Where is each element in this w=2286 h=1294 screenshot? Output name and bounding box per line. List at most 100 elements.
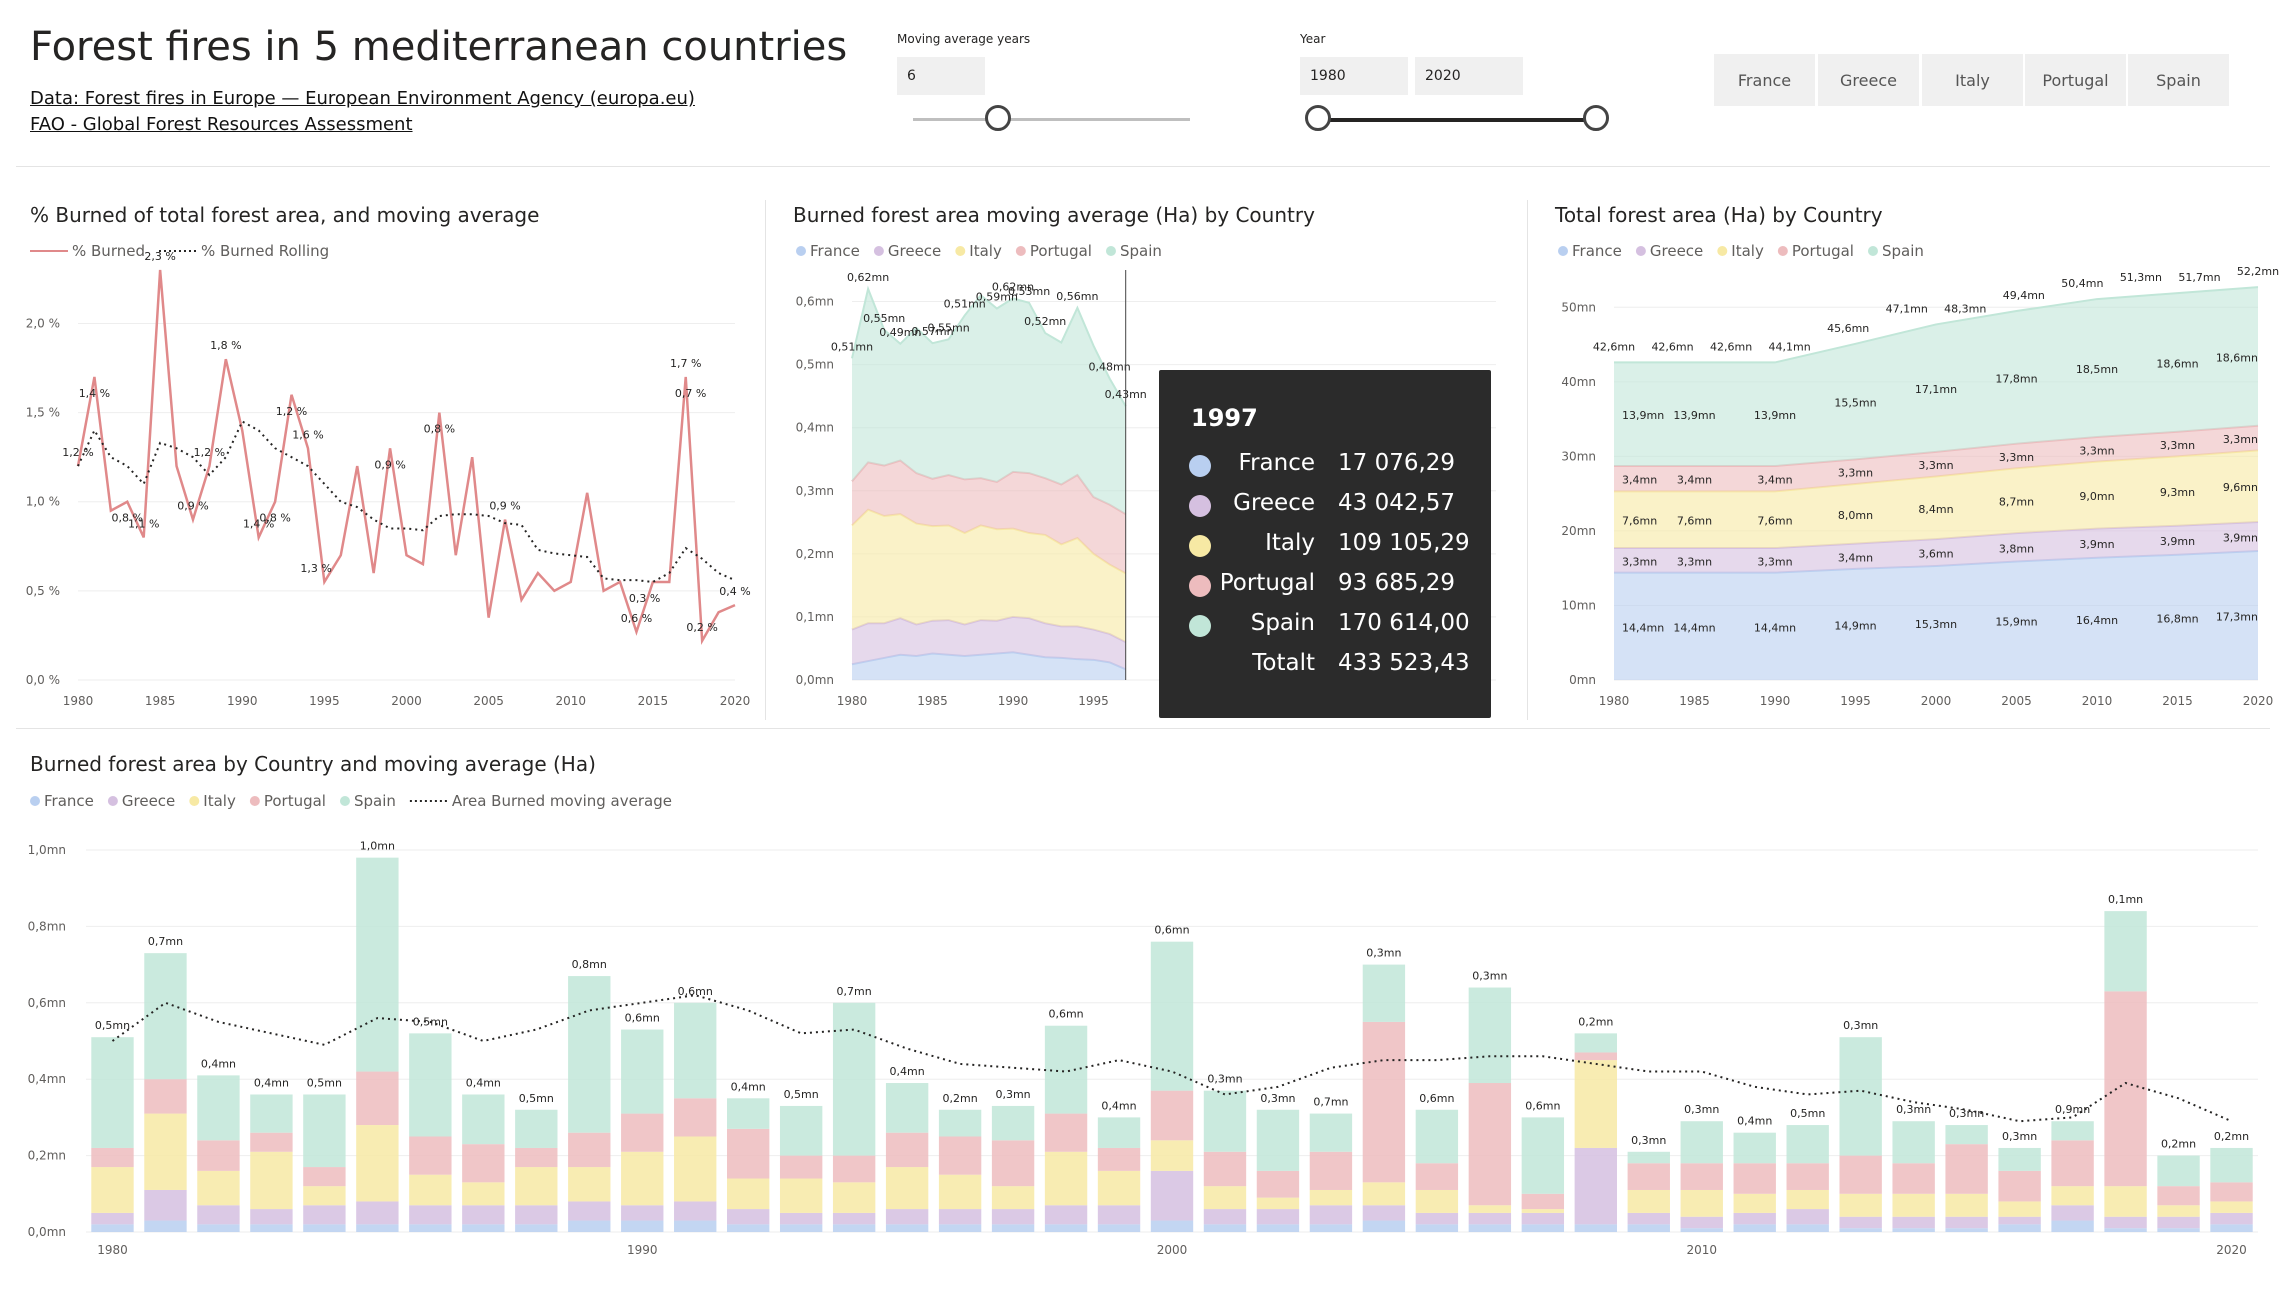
bar-segment-france <box>938 1224 982 1232</box>
y-tick-label: 0,5mn <box>796 358 834 372</box>
x-tick-label: 1990 <box>998 694 1029 708</box>
y-tick-label: 20mn <box>1561 524 1596 538</box>
bar-segment-portugal <box>1945 1144 1988 1194</box>
data-label: 2,3 % <box>144 250 175 263</box>
segment-label: 14,4mn <box>1622 621 1664 634</box>
bar-segment-spain <box>938 1109 982 1137</box>
moving-average-slider-track[interactable] <box>913 118 1190 121</box>
x-tick-label: 1980 <box>1599 694 1630 708</box>
tooltip-row-spain: Spain 170 614,00 <box>1159 610 1491 642</box>
data-label: 0,8 % <box>259 512 290 525</box>
total-label: 0,53mn <box>1008 285 1050 298</box>
bar-segment-portugal <box>991 1140 1035 1187</box>
legend-label: Portugal <box>1792 242 1854 260</box>
y-tick-label: 2,0 % <box>26 316 60 330</box>
year-slider-handle-end[interactable] <box>1583 105 1609 131</box>
bar-total-label: 0,9mn <box>2055 1103 2090 1116</box>
segment-label: 9,3mn <box>2160 486 2195 499</box>
country-button-spain[interactable]: Spain <box>2128 54 2229 106</box>
country-button-greece[interactable]: Greece <box>1818 54 1919 106</box>
bar-segment-italy <box>144 1113 187 1190</box>
bar-segment-spain <box>779 1105 823 1156</box>
year-to-input[interactable]: 2020 <box>1415 57 1523 95</box>
source-link-fao[interactable]: FAO - Global Forest Resources Assessment <box>30 114 413 135</box>
x-tick-label: 2005 <box>2001 694 2032 708</box>
bar-segment-portugal <box>1680 1163 1723 1190</box>
bar-segment-spain <box>674 1002 717 1099</box>
bar-segment-greece <box>2104 1216 2147 1229</box>
moving-average-input[interactable]: 6 <box>897 57 985 95</box>
bar-segment-italy <box>2210 1201 2253 1213</box>
bar-total-label: 0,3mn <box>1260 1092 1295 1105</box>
y-tick-label: 0,6mn <box>796 295 834 309</box>
bar-segment-italy <box>515 1167 558 1206</box>
bar-segment-france <box>1945 1228 1988 1232</box>
legend-swatch-greece <box>873 246 884 256</box>
y-tick-label: 1,0 % <box>26 495 60 509</box>
tooltip-row-greece: Greece 43 042,57 <box>1159 490 1491 522</box>
bar-segment-greece <box>1786 1209 1829 1225</box>
bar-total-label: 0,3mn <box>1207 1073 1242 1086</box>
year-from-input[interactable]: 1980 <box>1300 57 1408 95</box>
segment-label: 3,3mn <box>1622 555 1657 568</box>
bar-segment-greece <box>779 1212 823 1225</box>
area-line-spain <box>851 285 1127 407</box>
bar-segment-greece <box>1627 1212 1670 1225</box>
segment-label: 8,0mn <box>1838 509 1873 522</box>
country-button-portugal[interactable]: Portugal <box>2025 54 2126 106</box>
area-line-greece <box>851 615 1127 644</box>
bar-segment-italy <box>1945 1193 1988 1217</box>
bar-segment-spain <box>1786 1125 1829 1164</box>
total-label: 0,52mn <box>1024 315 1066 328</box>
country-button-france[interactable]: France <box>1714 54 1815 106</box>
total-label: 0,59mn <box>976 290 1018 303</box>
year-slider-track[interactable] <box>1318 118 1596 122</box>
bar-segment-spain <box>515 1109 558 1148</box>
bar-segment-portugal <box>2210 1182 2253 1202</box>
bar-segment-spain <box>1998 1147 2041 1171</box>
bar-segment-spain <box>727 1098 770 1129</box>
bar-segment-spain <box>1097 1117 1141 1148</box>
bar-segment-france <box>1574 1224 1617 1232</box>
source-link-eea[interactable]: Data: Forest fires in Europe — European … <box>30 88 695 109</box>
year-slider-handle-start[interactable] <box>1305 105 1331 131</box>
total-label: 42,6mn <box>1593 340 1635 353</box>
bar-segment-italy <box>568 1167 611 1202</box>
bar-segment-italy <box>2157 1205 2200 1217</box>
bar-segment-france <box>1786 1224 1829 1232</box>
bar-segment-france <box>1680 1228 1723 1232</box>
y-tick-label: 0,6mn <box>28 996 66 1010</box>
area-spain <box>1614 287 2258 467</box>
area-line-spain <box>1614 286 2259 364</box>
area-italy <box>1614 450 2258 549</box>
moving-average-slider-handle[interactable] <box>985 105 1011 131</box>
segment-label: 16,8mn <box>2156 612 2198 625</box>
bar-segment-greece <box>515 1205 558 1225</box>
area-greece <box>852 616 1126 670</box>
data-label: 1,6 % <box>292 428 323 441</box>
tooltip-name: France <box>1238 450 1315 476</box>
bar-segment-italy <box>938 1174 982 1210</box>
tooltip-total-label: Totalt <box>1252 650 1315 676</box>
tooltip-value: 93 685,29 <box>1338 570 1456 596</box>
segment-label: 3,3mn <box>1918 459 1953 472</box>
total-label: 0,62mn <box>992 280 1034 293</box>
segment-label: 3,6mn <box>1918 548 1953 561</box>
area-france <box>1614 551 2258 680</box>
legend-swatch-france <box>30 796 40 806</box>
bar-segment-spain <box>1203 1090 1247 1152</box>
y-tick-label: 0,4mn <box>796 421 834 435</box>
bar-segment-greece <box>1415 1212 1459 1225</box>
country-button-italy[interactable]: Italy <box>1922 54 2023 106</box>
segment-label: 3,4mn <box>1677 474 1712 487</box>
bar-segment-spain <box>356 857 399 1072</box>
total-label: 42,6mn <box>1651 340 1693 353</box>
y-tick-label: 0,0 % <box>26 673 60 687</box>
panel-divider-1 <box>765 200 766 720</box>
data-label: 0,2 % <box>686 621 717 634</box>
bar-segment-greece <box>2210 1212 2253 1225</box>
segment-label: 7,6mn <box>1677 515 1712 528</box>
segment-label: 16,4mn <box>2076 614 2118 627</box>
segment-label: 7,6mn <box>1622 515 1657 528</box>
bar-segment-france <box>621 1220 664 1232</box>
